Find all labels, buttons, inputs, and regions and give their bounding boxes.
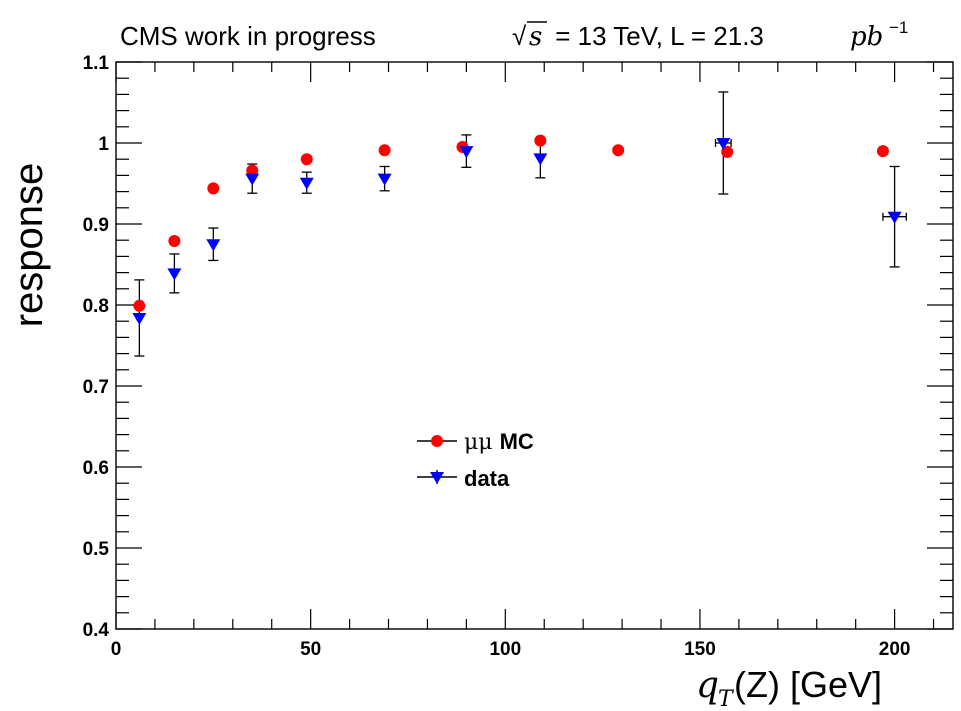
x-axis-title-sub: T: [718, 687, 735, 711]
y-tick-label: 0.9: [83, 215, 109, 236]
mc-point: [133, 299, 146, 312]
y-tick-label: 0.8: [83, 296, 109, 317]
mc-point: [534, 134, 547, 147]
y-tick-label: 0.5: [83, 539, 110, 560]
x-tick-labels: 0 50 100 150 200: [111, 639, 911, 660]
y-tick-label: 0.4: [83, 620, 110, 641]
mc-series: [133, 134, 889, 312]
pb-unit: pb: [850, 22, 883, 52]
data-point: [377, 173, 392, 186]
x-tick-label: 50: [300, 639, 321, 660]
mc-point: [378, 144, 391, 157]
mc-point: [300, 153, 313, 166]
y-tick-label: 1.1: [83, 53, 110, 74]
plot-frame: [115, 61, 954, 630]
legend-mc-label: μμ MC: [464, 429, 534, 455]
mc-point: [876, 145, 889, 158]
legend-mc-marker: [431, 435, 443, 447]
sqrt-symbol: √: [512, 21, 527, 51]
mc-point: [612, 144, 625, 157]
mc-point: [168, 235, 181, 248]
y-tick-labels: 0.4 0.5 0.6 0.7 0.8 0.9 1 1.1: [83, 53, 110, 641]
legend-data-label: data: [464, 466, 510, 491]
x-axis-title-rest: (Z) [GeV]: [734, 664, 882, 705]
data-point: [167, 268, 182, 281]
y-axis-title: response: [7, 163, 51, 328]
x-axis-ticks: [115, 62, 935, 629]
data-point: [206, 239, 221, 252]
mc-point: [207, 182, 220, 195]
legend-mc-suffix: MC: [500, 429, 534, 454]
x-tick-label: 200: [879, 639, 911, 660]
x-axis-title: q T (Z) [GeV]: [696, 664, 882, 711]
data-point: [716, 138, 731, 150]
header-left-text: CMS work in progress: [120, 21, 376, 51]
x-tick-label: 100: [489, 639, 521, 660]
y-tick-label: 0.7: [83, 377, 109, 398]
data-point: [245, 173, 260, 186]
pb-exponent: −1: [889, 18, 908, 37]
legend-entry-data: data: [417, 466, 510, 491]
header-energy-lumi: √ s = 13 TeV, L = 21.3 pb −1: [512, 18, 908, 52]
x-tick-label: 150: [684, 639, 716, 660]
legend: μμ MC data: [417, 429, 534, 491]
y-tick-label: 0.6: [83, 458, 109, 479]
data-error-bars: [134, 91, 907, 357]
x-axis-title-q: q: [696, 665, 719, 706]
data-series: [132, 138, 902, 325]
data-point: [132, 312, 147, 325]
y-axis-ticks: [116, 61, 953, 630]
legend-data-marker: [430, 472, 444, 484]
legend-entry-mc: μμ MC: [417, 429, 534, 455]
data-point: [299, 177, 314, 190]
x-tick-label: 0: [111, 639, 122, 660]
mc-point: [246, 164, 259, 177]
data-point: [887, 211, 902, 224]
energy-lumi-text: = 13 TeV, L = 21.3: [548, 21, 771, 51]
data-point: [459, 146, 474, 159]
legend-mc-prefix: μμ: [464, 430, 500, 455]
mc-point: [721, 145, 734, 158]
data-point: [533, 153, 548, 166]
s-symbol: s: [529, 22, 542, 52]
y-tick-label: 1: [98, 134, 109, 155]
